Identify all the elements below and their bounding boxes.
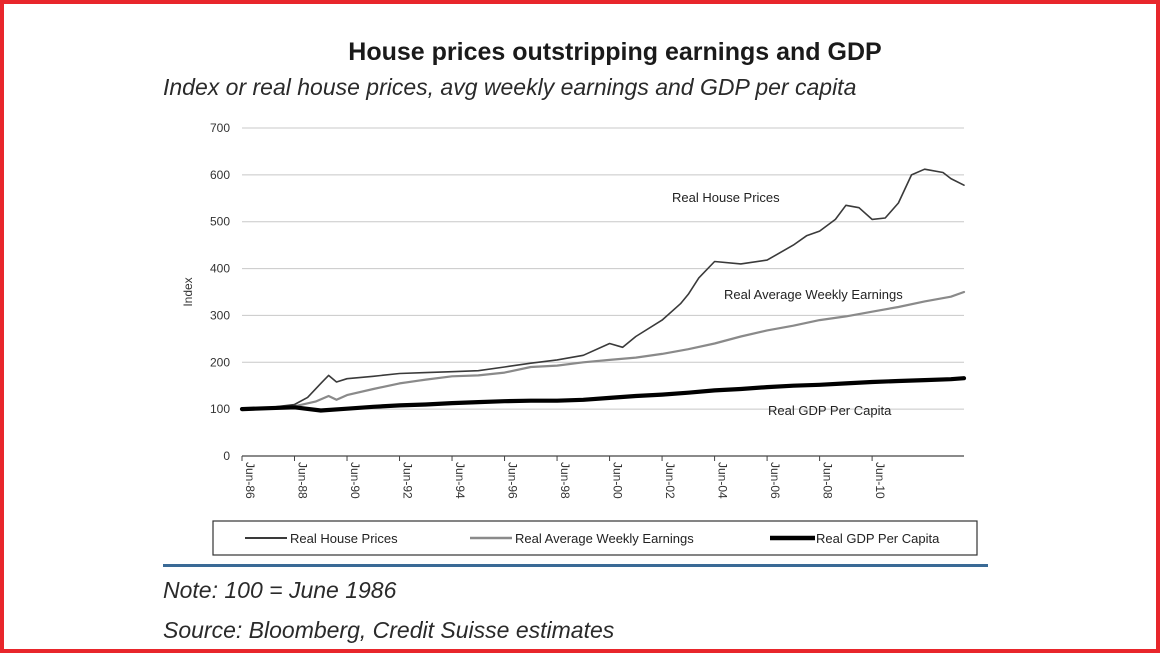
x-tick-label: Jun-00 — [611, 462, 625, 499]
x-tick-label: Jun-86 — [243, 462, 257, 499]
y-tick-label: 300 — [210, 308, 230, 322]
x-tick-labels: Jun-86 Jun-88 Jun-90 Jun-92 Jun-94 Jun-96 Jun-… — [243, 462, 887, 499]
x-tick-label: Jun-06 — [768, 462, 782, 499]
annotation-real-average-weekly-earnings: Real Average Weekly Earnings — [724, 287, 903, 302]
series-line-real-average-weekly-earnings — [240, 290, 966, 411]
footer-source: Source: Bloomberg, Credit Suisse estimat… — [163, 617, 615, 643]
x-tick-label: Jun-90 — [348, 462, 362, 499]
legend-box — [212, 520, 978, 556]
x-tick-label: Jun-08 — [821, 462, 835, 499]
series-lines — [239, 168, 967, 413]
y-axis-label: Index — [181, 277, 195, 306]
chart-title: House prices outstripping earnings and G… — [348, 38, 882, 66]
grid-lines — [241, 127, 964, 461]
y-tick-label: 100 — [210, 402, 230, 416]
series-line-real-gdp-per-capita — [239, 376, 967, 413]
y-tick-label: 200 — [210, 355, 230, 369]
y-tick-label: 600 — [210, 168, 230, 182]
y-tick-label: 500 — [210, 215, 230, 229]
legend-label-real-house-prices: Real House Prices — [290, 531, 398, 546]
y-tick-label: 700 — [210, 121, 230, 135]
y-tick-label: 0 — [223, 449, 230, 463]
y-tick-label: 400 — [210, 262, 230, 276]
legend-label-real-average-weekly-earnings: Real Average Weekly Earnings — [515, 531, 694, 546]
x-tick-label: Jun-02 — [663, 462, 677, 499]
y-tick-labels: 0 100 200 300 400 500 600 700 — [210, 121, 230, 463]
legend-label-real-gdp-per-capita: Real GDP Per Capita — [816, 531, 940, 546]
x-tick-label: Jun-98 — [558, 462, 572, 499]
x-tick-label: Jun-10 — [873, 462, 887, 499]
x-tick-label: Jun-04 — [716, 462, 730, 499]
footer-note: Note: 100 = June 1986 — [163, 577, 397, 603]
annotation-real-house-prices: Real House Prices — [672, 190, 780, 205]
x-tick-label: Jun-96 — [506, 462, 520, 499]
series-line-real-house-prices — [241, 168, 965, 410]
chart-subtitle: Index or real house prices, avg weekly e… — [163, 74, 857, 100]
x-tick-label: Jun-88 — [296, 462, 310, 499]
footer-divider — [163, 564, 988, 567]
x-tick-label: Jun-94 — [453, 462, 467, 499]
annotation-real-gdp-per-capita: Real GDP Per Capita — [768, 403, 892, 418]
x-tick-label: Jun-92 — [401, 462, 415, 499]
